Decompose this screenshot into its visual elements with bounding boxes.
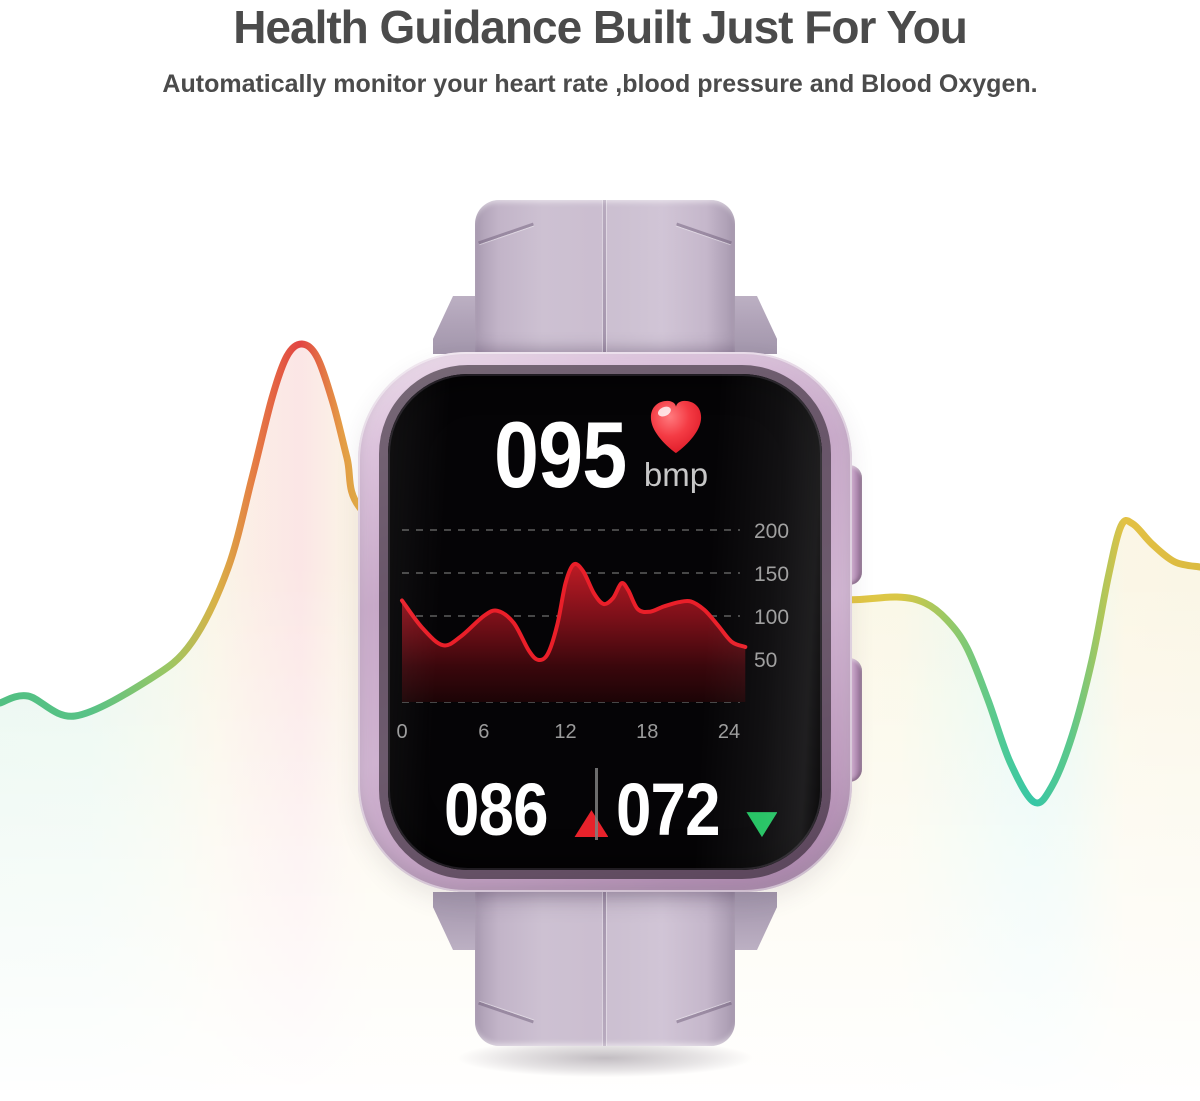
watch-screen: 095 bmp — [388, 374, 822, 870]
strap-top — [475, 200, 735, 354]
heart-rate-value: 095 — [494, 402, 627, 507]
chart-tick-labels: 200 150 100 50 0 6 12 18 24 — [396, 520, 789, 743]
strap-notch-right — [676, 1001, 732, 1024]
chart-area-fill — [402, 563, 746, 702]
chart-line — [400, 561, 748, 663]
metric-divider — [595, 768, 598, 840]
blood-pressure-metric: 086 — [444, 768, 609, 851]
heart-icon — [650, 400, 702, 454]
watch-band-top — [433, 200, 777, 354]
watch-case: 095 bmp — [358, 352, 852, 892]
blood-oxygen-value: 072 — [616, 768, 720, 851]
trend-up-icon — [574, 810, 609, 838]
strap-bottom — [475, 892, 735, 1046]
x-tick-label: 18 — [636, 721, 658, 743]
watch-band-bottom — [433, 892, 777, 1046]
page-title: Health Guidance Built Just For You — [233, 1, 968, 53]
strap-notch-left — [478, 1001, 534, 1024]
blood-pressure-value: 086 — [444, 768, 548, 851]
y-tick-label: 50 — [754, 649, 777, 672]
y-tick-label: 200 — [754, 520, 789, 543]
x-tick-label: 6 — [478, 721, 489, 743]
heart-rate-unit: bmp — [643, 456, 709, 493]
blood-oxygen-metric: 072 — [616, 768, 778, 851]
strap-seam — [603, 892, 606, 1046]
x-tick-label: 24 — [718, 721, 740, 743]
line-series — [400, 561, 748, 663]
strap-notch-left — [478, 222, 534, 245]
x-tick-label: 0 — [396, 721, 407, 743]
watch-display: 095 bmp — [388, 374, 822, 870]
area-fill — [402, 563, 746, 702]
trend-down-icon — [746, 812, 778, 838]
x-tick-label: 12 — [554, 721, 576, 743]
y-tick-label: 100 — [754, 606, 789, 629]
y-tick-label: 150 — [754, 563, 789, 586]
heart-rate-chart: 200 150 100 50 0 6 12 18 24 — [396, 520, 789, 743]
page-subtitle: Automatically monitor your heart rate ,b… — [162, 70, 1038, 98]
strap-notch-right — [676, 222, 732, 245]
strap-seam — [603, 200, 606, 354]
